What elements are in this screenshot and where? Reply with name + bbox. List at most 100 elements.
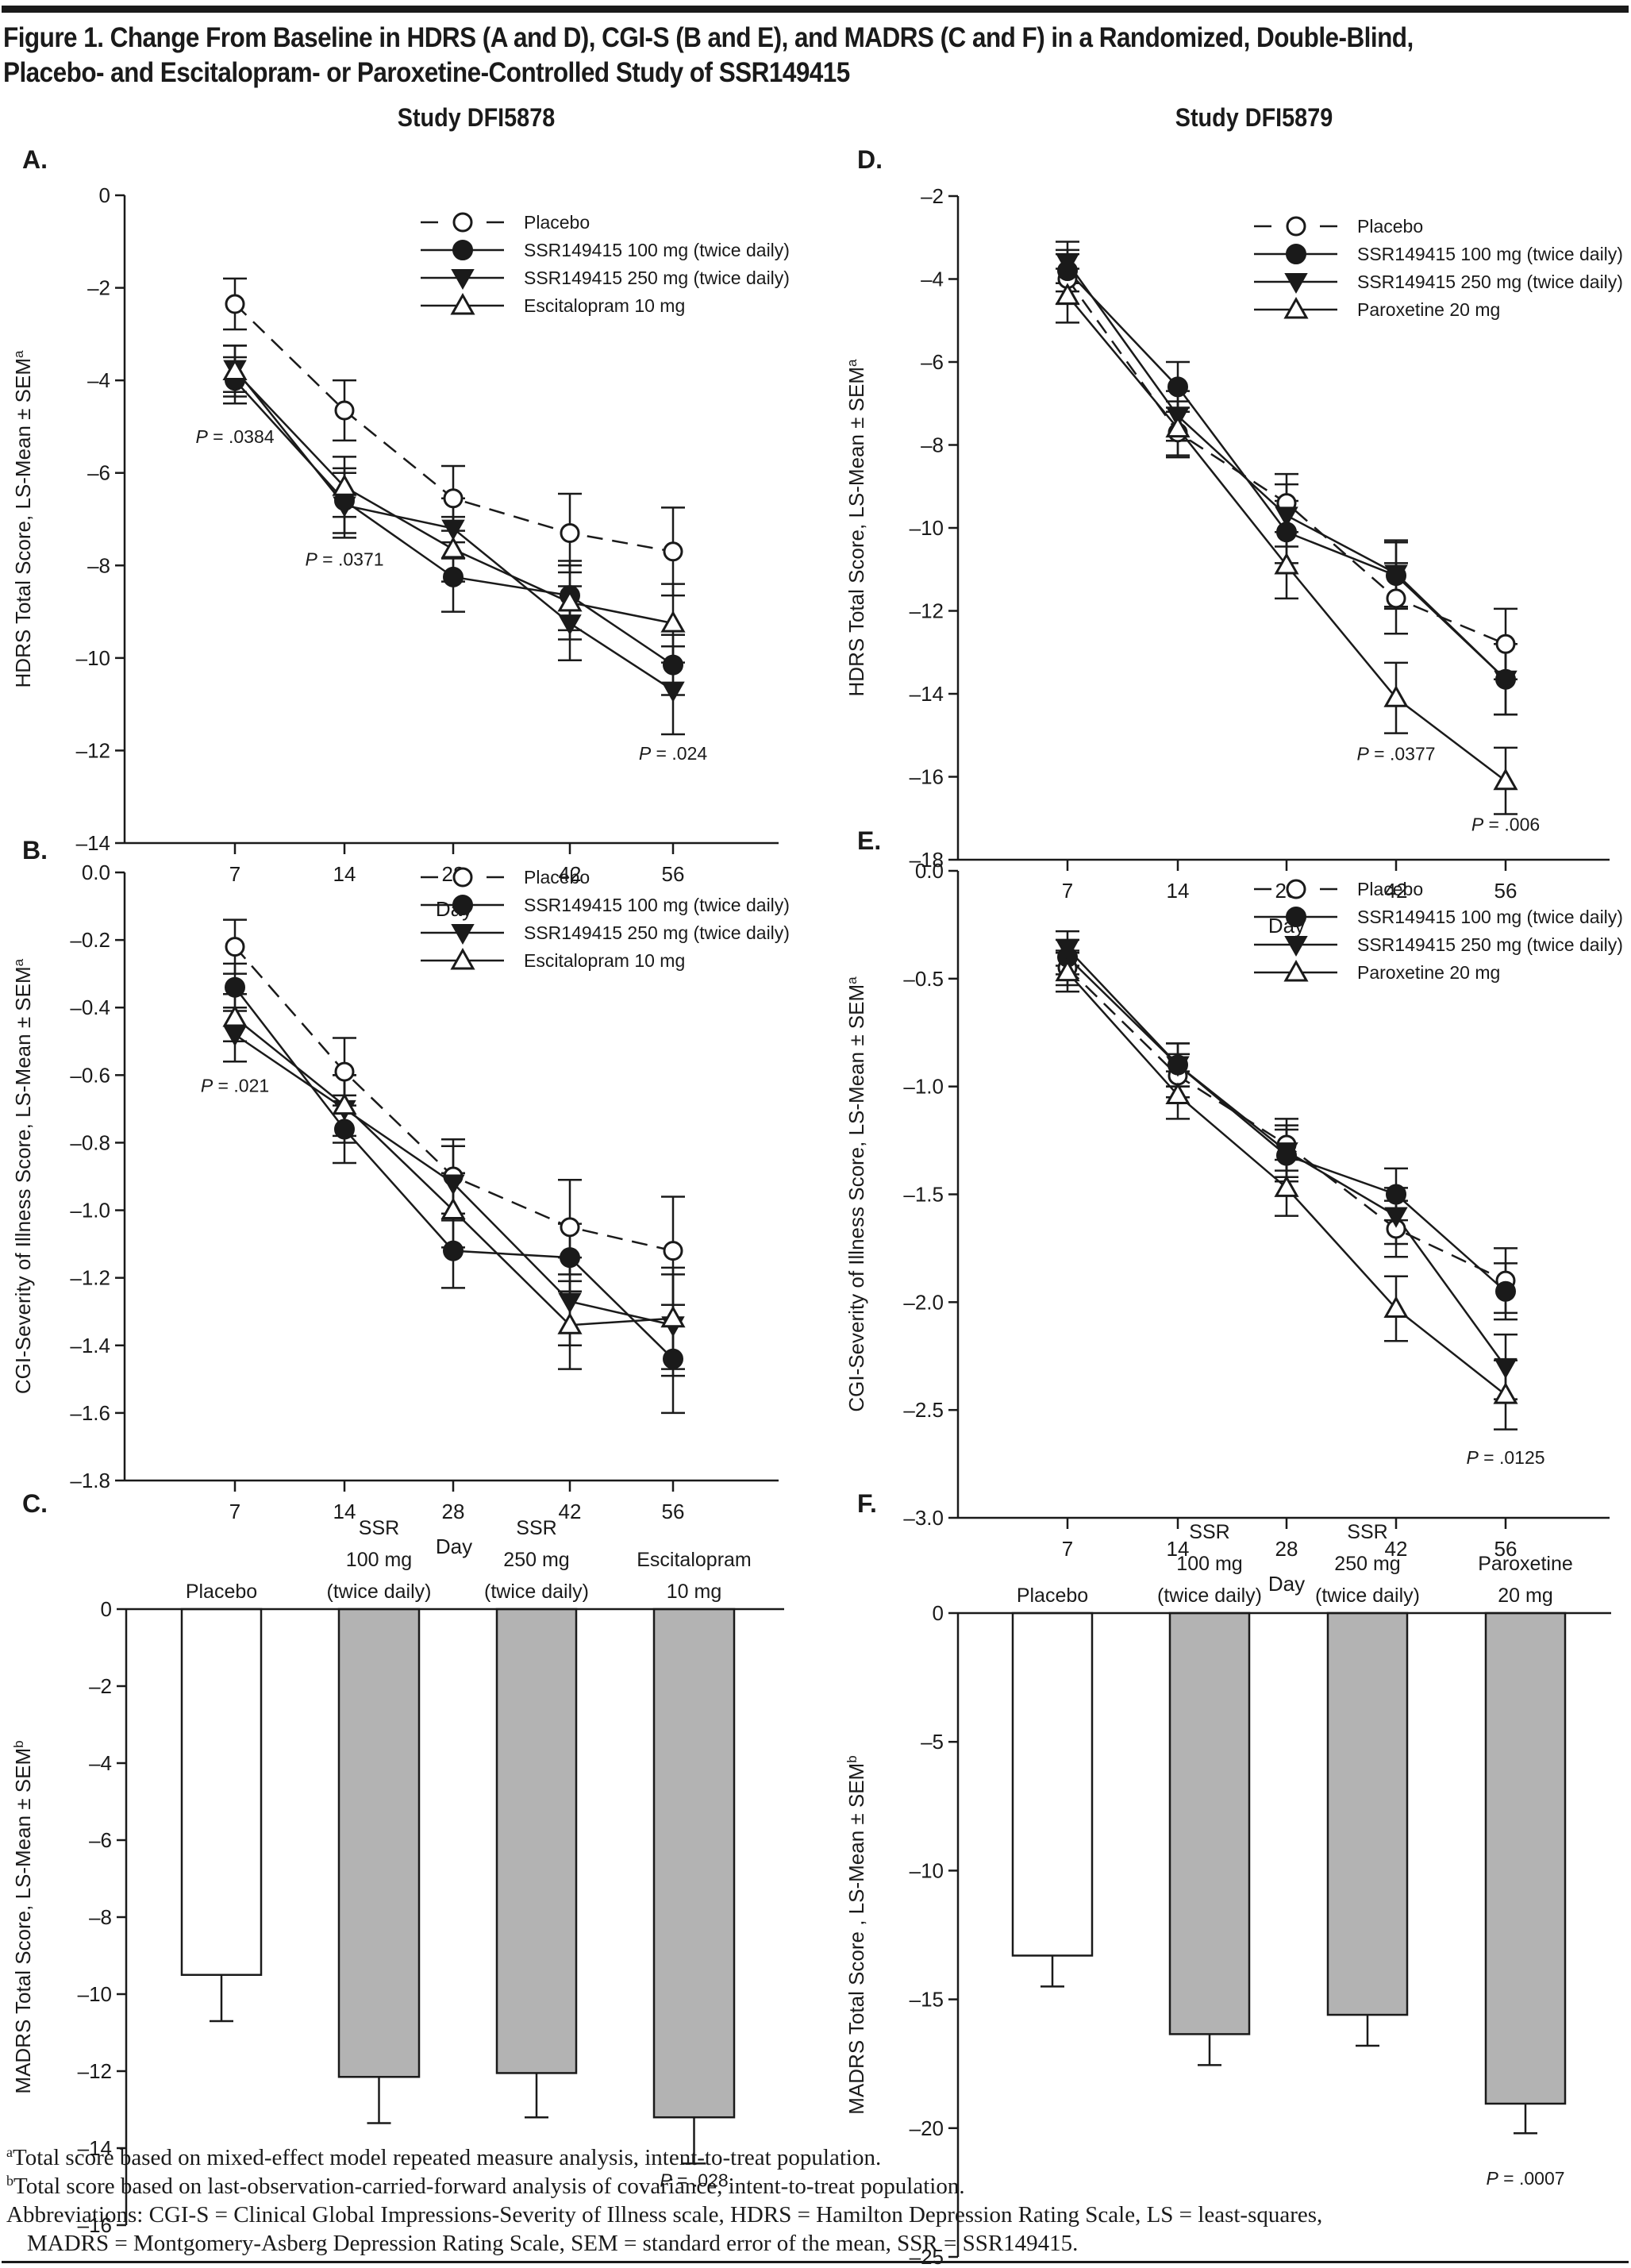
footnote-b: bTotal score based on last-observation-c… [6, 2172, 1625, 2201]
y-tick-label: –12 [910, 599, 944, 623]
legend-label: SSR149415 250 mg (twice daily) [1357, 271, 1623, 292]
y-tick-label: –4 [89, 1751, 112, 1775]
data-point [334, 400, 355, 421]
legend-label: SSR149415 100 mg (twice daily) [524, 240, 790, 260]
series-markers [1056, 939, 1518, 1379]
series-markers [225, 294, 683, 562]
data-point [1055, 959, 1080, 982]
y-tick-label: –2 [89, 1674, 112, 1698]
x-tick-label: 56 [662, 1500, 685, 1523]
y-tick-label: –8 [921, 433, 944, 457]
data-point [1386, 1184, 1406, 1205]
top-rule [2, 6, 1629, 13]
x-tick-label: 42 [1385, 879, 1408, 903]
y-tick-label: –10 [76, 646, 110, 670]
y-tick-label: –0.8 [70, 1130, 110, 1154]
legend-marker [450, 947, 475, 970]
bar [652, 1608, 736, 2119]
data-point [558, 614, 582, 636]
y-tick-label: 0.0 [82, 861, 110, 884]
category-label: Placebo [1017, 1585, 1088, 1607]
x-tick-label: 42 [1385, 1537, 1408, 1561]
panel-a-line-chart: A.0–2–4–6–8–10–12–14714284256DayHDRS Tot… [11, 145, 790, 921]
footnote-a: aTotal score based on mixed-effect model… [6, 2143, 1625, 2172]
y-tick-label: –15 [910, 1988, 944, 2012]
category-label: (twice daily) [484, 1581, 589, 1603]
data-point [440, 536, 466, 559]
abbreviations-line-2: MADRS = Montgomery-Asberg Depression Rat… [27, 2231, 1079, 2256]
category-label: SSR [1347, 1521, 1387, 1543]
bar [1168, 1611, 1251, 2035]
y-tick-label: 0 [933, 1601, 944, 1625]
y-tick-label: –10 [910, 516, 944, 540]
p-value-annotation: P = .0384 [195, 426, 274, 447]
p-symbol: P [1471, 814, 1484, 834]
p-symbol: P [195, 426, 208, 447]
x-tick-label: 42 [559, 862, 582, 886]
y-tick-label: –10 [910, 1858, 944, 1882]
p-symbol: P [305, 549, 317, 569]
x-tick-label: 42 [559, 1500, 582, 1523]
data-point [663, 654, 683, 676]
p-value-annotation: P = .028 [660, 2170, 728, 2191]
x-tick-label: 14 [333, 1500, 356, 1523]
legend-marker [1283, 296, 1309, 319]
data-point [558, 1292, 582, 1314]
p-value-annotation: P = .0377 [1356, 744, 1435, 764]
data-point [663, 541, 683, 562]
legend-label: Paroxetine 20 mg [1357, 299, 1500, 320]
y-tick-label: –2 [87, 276, 110, 300]
p-value: = .0007 [1498, 2168, 1565, 2189]
p-value-annotation: P = .0371 [305, 549, 383, 569]
figure-title: Figure 1. Change From Baseline in HDRS (… [3, 21, 1460, 90]
panel-letter: D. [857, 145, 883, 174]
data-point [443, 488, 464, 509]
footnotes: aTotal score based on mixed-effect model… [6, 2143, 1625, 2258]
bar [1326, 1611, 1409, 2016]
category-label: SSR [516, 1517, 556, 1539]
data-point [443, 1240, 464, 1261]
y-tick-label: –1.0 [903, 1075, 944, 1099]
footnote-b-mark: b [6, 2173, 13, 2189]
y-tick-label: –4 [921, 268, 944, 291]
category-label: (twice daily) [1157, 1585, 1262, 1607]
bar [495, 1608, 578, 2074]
category-label: (twice daily) [1315, 1585, 1420, 1607]
y-axis-title-sup: a [844, 976, 860, 984]
bar [180, 1608, 263, 1976]
footnote-a-text: Total score based on mixed-effect model … [13, 2145, 882, 2170]
data-point [333, 496, 356, 518]
series-markers [225, 976, 683, 1369]
legend: Placebo SSR149415 100 mg (twice daily) SSR… [1254, 879, 1623, 983]
category-label: 10 mg [667, 1581, 721, 1603]
y-tick-label: –8 [89, 1905, 112, 1929]
data-point [1384, 1207, 1408, 1228]
data-point [222, 1004, 248, 1027]
legend-marker [1286, 907, 1306, 927]
y-tick-label: –1.8 [70, 1469, 110, 1492]
p-value: = .0371 [317, 549, 384, 569]
y-axis-title-text: HDRS Total Score, LS-Mean ± SEM [844, 367, 868, 697]
x-axis-title: Day [436, 1534, 472, 1558]
footnote-b-text: Total score based on last-observation-ca… [13, 2174, 965, 2199]
series-markers [223, 1026, 685, 1338]
category-label: (twice daily) [327, 1581, 432, 1603]
panel-b-line-chart: B. 0.0 –0.2 –0.4 –0.6 –0.8 –1.0 –1.2 –1.4 –1.6 –1.… [11, 836, 790, 1558]
panel-f-bar-chart: F. 0 –5 –10 –15 –20 –25 MADRS Total Score , LS-… [844, 1489, 1611, 2268]
p-value-annotation: P = .006 [1471, 814, 1540, 834]
p-value: = .0377 [1369, 744, 1436, 764]
y-tick-label: –12 [76, 738, 110, 762]
category-label: Escitalopram [637, 1549, 752, 1571]
y-tick-label: –14 [78, 2136, 112, 2160]
data-point [1274, 552, 1299, 575]
data-point [1167, 376, 1188, 398]
legend-label: Paroxetine 20 mg [1357, 962, 1500, 983]
category-label: Paroxetine [1478, 1553, 1573, 1575]
data-point [1386, 588, 1406, 609]
panel-letter: C. [22, 1489, 48, 1518]
y-tick-label: –2.5 [903, 1398, 944, 1422]
figure-title-line-1: Figure 1. Change From Baseline in HDRS (… [3, 22, 1414, 53]
p-symbol: P [660, 2170, 672, 2191]
p-value-annotation: P = .0007 [1486, 2168, 1564, 2189]
p-value-annotation: P = .024 [639, 743, 708, 764]
